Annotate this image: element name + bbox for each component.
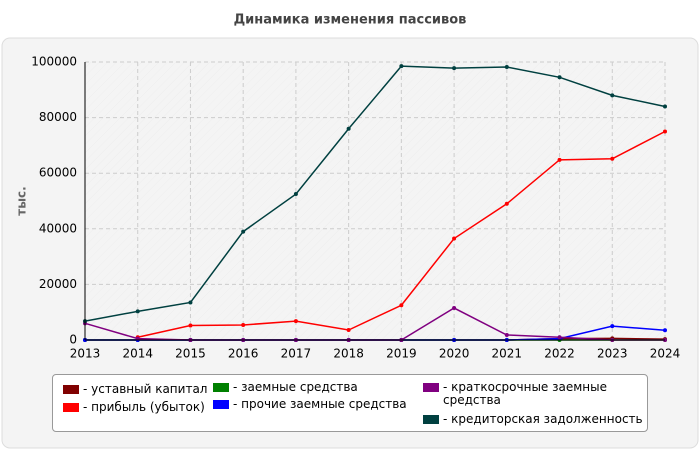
x-tick-label: 2021 (492, 347, 523, 361)
x-tick-label: 2015 (175, 347, 206, 361)
y-tick-label: 20000 (39, 277, 77, 291)
point (452, 66, 457, 71)
x-tick-label: 2018 (333, 347, 364, 361)
point (663, 104, 667, 109)
y-tick-label: 0 (69, 333, 77, 347)
y-tick-label: 40000 (39, 221, 77, 235)
legend-label: краткосрочные заемные средства (443, 381, 623, 407)
legend-swatch (63, 385, 79, 394)
legend-label: уставный капитал (83, 383, 207, 396)
legend-item: уставный капитал (63, 383, 207, 396)
point (135, 309, 140, 314)
point (557, 157, 562, 162)
point (293, 192, 298, 197)
legend-swatch (213, 400, 229, 409)
point (452, 236, 457, 241)
series-line (84, 65, 666, 322)
x-tick-label: 2022 (544, 347, 575, 361)
point (346, 327, 351, 332)
chart-title: Динамика изменения пассивов (234, 13, 467, 28)
x-tick-label: 2013 (70, 347, 101, 361)
x-tick-label: 2019 (386, 347, 417, 361)
legend-swatch (423, 415, 439, 424)
legend-item: краткосрочные заемные средства (423, 381, 623, 407)
point (663, 129, 667, 134)
legend-swatch (213, 383, 229, 392)
legend-item: прибыль (убыток) (63, 401, 205, 414)
legend-item: заемные средства (213, 381, 358, 394)
legend-label: прочие заемные средства (233, 398, 407, 411)
legend-label: кредиторская задолженность (443, 413, 642, 426)
point (188, 300, 193, 305)
legend-label: прибыль (убыток) (83, 401, 205, 414)
plot-area (85, 62, 665, 340)
point (610, 93, 615, 98)
legend-label: заемные средства (233, 381, 358, 394)
y-axis-label: тыс. (15, 186, 29, 215)
point (241, 322, 246, 327)
legend-item: кредиторская задолженность (423, 413, 643, 426)
y-tick-label: 100000 (31, 55, 77, 69)
point (663, 328, 667, 333)
point (346, 126, 351, 131)
point (188, 323, 193, 328)
point (504, 65, 509, 70)
point (610, 324, 615, 329)
point (399, 64, 404, 69)
x-tick-label: 2023 (597, 347, 628, 361)
point (241, 229, 246, 234)
legend-swatch (63, 403, 79, 412)
y-tick-label: 80000 (39, 110, 77, 124)
point (557, 335, 562, 340)
point (610, 156, 615, 161)
point (504, 201, 509, 206)
point (452, 306, 457, 311)
point (504, 332, 509, 337)
x-tick-label: 2020 (439, 347, 470, 361)
x-tick-label: 2016 (228, 347, 259, 361)
point (293, 319, 298, 324)
legend: уставный капитал прибыль (убыток) заемные … (52, 374, 648, 432)
x-tick-label: 2024 (650, 347, 681, 361)
legend-swatch (423, 383, 439, 392)
x-tick-label: 2017 (281, 347, 312, 361)
y-tick-label: 60000 (39, 166, 77, 180)
point (399, 303, 404, 308)
x-tick-label: 2014 (122, 347, 153, 361)
point (557, 75, 562, 80)
legend-item: прочие заемные средства (213, 398, 407, 411)
